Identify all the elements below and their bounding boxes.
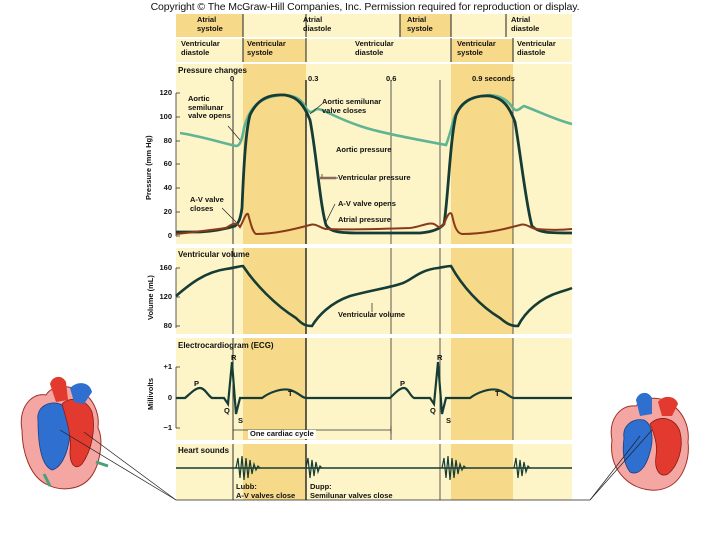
dupp-label: Dupp:: [310, 482, 332, 491]
ecg-t-wave-2: T: [495, 389, 500, 398]
ecg-tick-plus1: +1: [163, 362, 172, 371]
ecg-tick-0: 0: [167, 393, 172, 402]
aortic-opens-label: Aortic semilunar valve opens: [188, 94, 231, 120]
ecg-r-wave-2: R: [437, 353, 443, 362]
atrial-phase-4: Atrial diastole: [511, 15, 540, 33]
ecg-s-wave-1: S: [238, 416, 244, 425]
aortic-closes-label: Aortic semilunar valve closes: [322, 97, 382, 115]
pressure-tick-120: 120: [159, 88, 172, 97]
pressure-tick-40: 40: [163, 183, 172, 192]
atrial-phase-2: Atrial diastole: [303, 15, 332, 33]
pressure-tick-80: 80: [163, 136, 172, 145]
lubb-label: Lubb:: [236, 482, 257, 491]
ventricular-pressure-label: Ventricular pressure: [338, 173, 411, 182]
aortic-pressure-curve: [179, 93, 573, 148]
right-heart-illustration: [589, 392, 689, 501]
pressure-tick-20: 20: [163, 207, 172, 216]
ventricular-phase-3: Ventricular diastole: [355, 39, 394, 57]
ventricular-phase-4: Ventricular systole: [457, 39, 496, 57]
atrial-pressure-label: Atrial pressure: [338, 215, 391, 224]
ecg-t-wave-1: T: [288, 389, 293, 398]
volume-tick-80: 80: [163, 321, 172, 330]
pressure-tick-0: 0: [167, 231, 172, 240]
time-label-0-6: 0.6: [386, 74, 397, 83]
lubb-description: A-V valves close: [236, 491, 296, 500]
systole-header-band-1: [243, 38, 306, 62]
ecg-title: Electrocardiogram (ECG): [178, 341, 274, 350]
volume-tick-120: 120: [159, 292, 172, 301]
ecg-p-wave-1: P: [194, 379, 200, 388]
ventricular-volume-label: Ventricular volume: [338, 310, 406, 319]
ecg-tick-minus1: −1: [163, 423, 172, 432]
ecg-trace: [176, 361, 572, 415]
av-opens-label: A-V valve opens: [338, 199, 396, 208]
ventricular-volume-curve: [175, 264, 573, 328]
systole-header-band-2: [451, 38, 513, 62]
time-label-0-9: 0.9 seconds: [472, 74, 515, 83]
heart-sounds-title: Heart sounds: [178, 446, 230, 455]
left-heart-illustration: [20, 376, 177, 501]
pressure-title: Pressure changes: [178, 66, 247, 75]
ecg-r-wave-1: R: [231, 353, 237, 362]
atrial-pressure-curve: [175, 212, 573, 236]
volume-tick-160: 160: [159, 263, 172, 272]
ecg-s-wave-2: S: [446, 416, 452, 425]
atrial-phase-1: Atrial systole: [197, 15, 223, 33]
ventricular-phase-5: Ventricular diastole: [517, 39, 556, 57]
atrial-systole-header-1: [176, 14, 243, 38]
time-label-0-3: 0.3: [308, 74, 319, 83]
heart-sound-lubb-1: [235, 455, 261, 481]
ecg-q-wave-1: Q: [224, 406, 230, 415]
heart-sound-dupp-2: [513, 457, 531, 479]
av-closes-label: A-V valve closes: [190, 195, 224, 213]
ventricular-pressure-curve: [176, 93, 573, 235]
ventricular-phase-2: Ventricular systole: [247, 39, 286, 57]
atrial-phase-3: Atrial systole: [407, 15, 433, 33]
aortic-pressure-label: Aortic pressure: [336, 145, 392, 154]
time-label-0: 0: [230, 74, 235, 83]
pressure-tick-100: 100: [159, 112, 172, 121]
volume-title: Ventricular volume: [178, 250, 250, 259]
pressure-tick-60: 60: [163, 159, 172, 168]
heart-sound-lubb-2: [441, 455, 467, 481]
ventricular-phase-1: Ventricular diastole: [181, 39, 220, 57]
heart-sound-dupp-1: [305, 457, 323, 479]
one-cardiac-cycle-label: One cardiac cycle: [248, 429, 316, 439]
ecg-q-wave-2: Q: [430, 406, 436, 415]
atrial-systole-header-2: [400, 14, 451, 38]
dupp-description: Semilunar valves close: [310, 491, 393, 500]
copyright-notice: Copyright © The McGraw-Hill Companies, I…: [150, 1, 580, 13]
ecg-p-wave-2: P: [400, 379, 406, 388]
